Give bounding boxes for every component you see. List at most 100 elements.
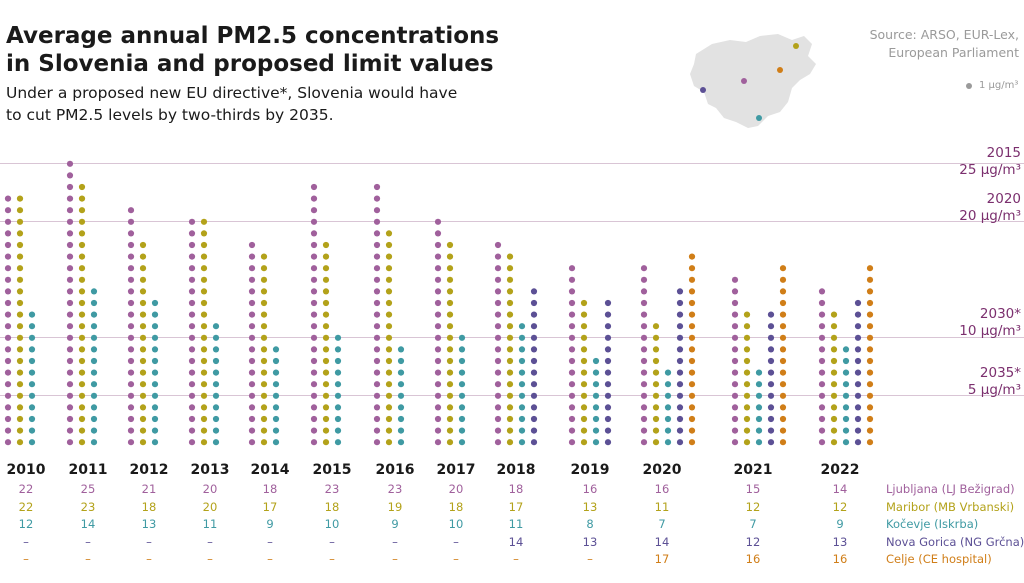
dot-2022-series-2: [842, 381, 850, 388]
dot-2012-series-1: [139, 241, 147, 249]
dot-2019-series-1: [580, 299, 588, 307]
value-cell: –: [146, 534, 152, 549]
dot-2016-series-2: [397, 427, 405, 434]
dot-2010-series-1: [16, 276, 24, 283]
dot-2011-series-0: [66, 369, 74, 376]
dot-2021-series-0: [731, 276, 739, 283]
dot-2020-series-4: [688, 311, 696, 318]
dot-2015-series-0: [310, 299, 318, 307]
dot-2022-series-2: [842, 392, 850, 399]
value-cell: –: [513, 552, 519, 566]
dot-2015-series-1: [322, 439, 330, 446]
dot-2015-series-1: [322, 392, 330, 399]
dot-2012-series-2: [151, 299, 159, 307]
dot-2022-series-4: [866, 415, 874, 423]
dot-2019-series-3: [604, 299, 612, 307]
dot-2013-series-2: [212, 369, 220, 376]
dot-2022-series-4: [866, 427, 874, 434]
dot-2010-series-0: [4, 253, 12, 260]
dot-2021-series-0: [731, 299, 739, 307]
dot-2018-series-0: [494, 299, 502, 307]
dot-2015-series-0: [310, 253, 318, 260]
dot-2010-series-1: [16, 334, 24, 341]
year-group-2013: [188, 218, 220, 446]
dot-2010-series-0: [4, 288, 12, 295]
dot-2014-series-1: [260, 392, 268, 399]
dot-2015-series-1: [322, 404, 330, 411]
value-cell: 18: [508, 482, 524, 496]
dot-2012-series-0: [127, 253, 135, 260]
value-cell: 10: [448, 517, 464, 531]
dot-2013-series-1: [200, 218, 208, 225]
dot-2020-series-1: [652, 404, 660, 411]
dot-2016-series-1: [385, 253, 393, 260]
year-group-2014: [248, 241, 280, 446]
dot-2019-series-3: [604, 392, 612, 399]
dot-2019-series-0: [568, 265, 576, 272]
dot-2014-series-0: [248, 346, 256, 353]
dot-2020-series-4: [688, 288, 696, 295]
dot-2011-series-0: [66, 253, 74, 260]
dot-2016-series-0: [373, 230, 381, 237]
dot-2013-series-2: [212, 346, 220, 353]
dot-2021-series-2: [755, 427, 763, 434]
dot-2016-series-0: [373, 218, 381, 225]
dot-2022-series-3: [854, 427, 862, 434]
dot-2017-series-0: [434, 369, 442, 376]
dot-2017-series-0: [434, 265, 442, 272]
dot-2015-series-0: [310, 265, 318, 272]
dot-2016-series-1: [385, 311, 393, 318]
dot-2019-series-0: [568, 404, 576, 411]
dot-2020-series-0: [640, 439, 648, 446]
dot-2016-series-0: [373, 299, 381, 307]
dot-2019-series-0: [568, 334, 576, 341]
dot-2016-series-0: [373, 334, 381, 341]
dot-2018-series-1: [506, 415, 514, 423]
dot-2012-series-0: [127, 207, 135, 214]
dot-2014-series-2: [272, 439, 280, 446]
dot-2017-series-1: [446, 381, 454, 388]
dot-2022-series-1: [830, 381, 838, 388]
dot-2014-series-2: [272, 392, 280, 399]
dot-2013-series-1: [200, 334, 208, 341]
dot-2020-series-1: [652, 334, 660, 341]
dot-2015-series-2: [334, 334, 342, 341]
dot-2010-series-0: [4, 195, 12, 202]
dot-2012-series-2: [151, 311, 159, 318]
dot-2010-series-2: [28, 323, 36, 330]
dot-2011-series-1: [78, 346, 86, 353]
dot-2018-series-2: [518, 427, 526, 434]
dot-2017-series-0: [434, 230, 442, 237]
dot-2012-series-0: [127, 276, 135, 283]
dot-2020-series-4: [688, 265, 696, 272]
dot-2020-series-3: [676, 346, 684, 353]
dot-2012-series-0: [127, 265, 135, 272]
dot-2022-series-4: [866, 404, 874, 411]
year-label: 2021: [733, 462, 773, 478]
dot-2021-series-1: [743, 311, 751, 318]
chart-title: Average annual PM2.5 concentrations in S…: [6, 23, 500, 77]
value-cell: 16: [582, 482, 598, 496]
dot-2015-series-2: [334, 357, 342, 365]
dot-2011-series-0: [66, 334, 74, 341]
dot-2021-series-4: [779, 276, 787, 283]
dot-2010-series-0: [4, 346, 12, 353]
dot-2021-series-0: [731, 439, 739, 446]
dot-2012-series-1: [139, 323, 147, 330]
dot-2010-series-0: [4, 404, 12, 411]
dot-2022-series-0: [818, 357, 826, 365]
dot-2014-series-0: [248, 299, 256, 307]
dot-2014-series-1: [260, 427, 268, 434]
dot-2015-series-0: [310, 241, 318, 249]
dot-2013-series-1: [200, 288, 208, 295]
year-group-2021: [731, 265, 787, 446]
dot-2018-series-1: [506, 404, 514, 411]
dot-2022-series-2: [842, 439, 850, 446]
dot-2022-series-2: [842, 427, 850, 434]
value-cell: –: [329, 552, 335, 566]
dot-2011-series-2: [90, 357, 98, 365]
dot-2022-series-1: [830, 369, 838, 376]
dot-2011-series-1: [78, 439, 86, 446]
dot-2015-series-0: [310, 195, 318, 202]
dot-2018-series-3: [530, 334, 538, 341]
